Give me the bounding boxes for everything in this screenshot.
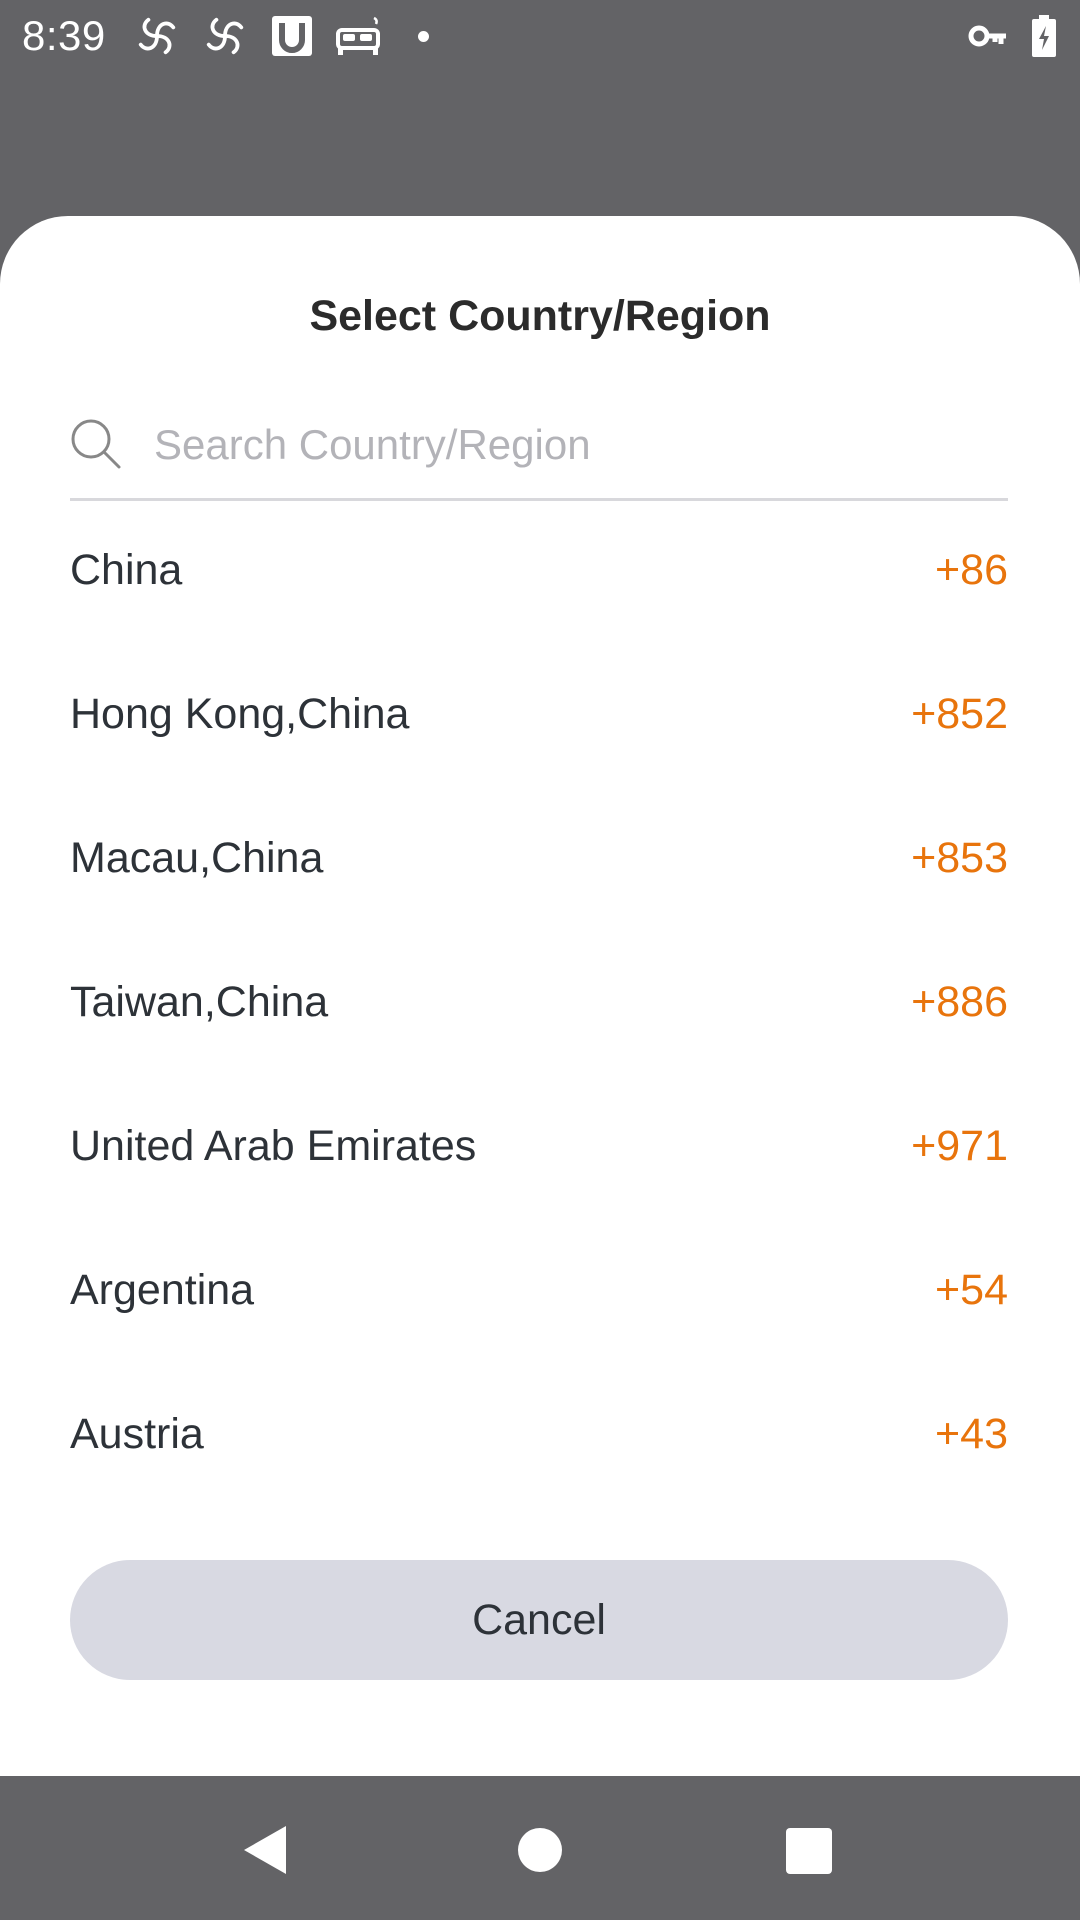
- u-box-icon: [272, 16, 312, 56]
- country-picker-sheet: Select Country/Region China +86 Hong Kon…: [0, 216, 1080, 1776]
- dialog-title: Select Country/Region: [309, 292, 771, 340]
- pinwheel-icon: [206, 17, 244, 55]
- recents-icon[interactable]: [786, 1828, 832, 1874]
- pinwheel-icon: [138, 17, 176, 55]
- country-name: United Arab Emirates: [70, 1122, 477, 1170]
- country-row[interactable]: Austria +43: [70, 1366, 1008, 1510]
- status-bar: 8:39: [0, 0, 1080, 72]
- country-code: +853: [911, 834, 1008, 882]
- country-row[interactable]: China +86: [70, 502, 1008, 646]
- country-name: Austria: [70, 1410, 204, 1458]
- country-code: +54: [935, 1266, 1008, 1314]
- country-row[interactable]: Hong Kong,China +852: [70, 646, 1008, 790]
- back-icon[interactable]: [240, 1824, 290, 1876]
- country-name: Hong Kong,China: [70, 690, 410, 738]
- country-code: +852: [911, 690, 1008, 738]
- country-list: China +86 Hong Kong,China +852 Macau,Chi…: [70, 502, 1008, 1510]
- dot-icon: [418, 31, 429, 42]
- country-row[interactable]: Macau,China +853: [70, 790, 1008, 934]
- bed-icon: [336, 16, 380, 55]
- search-input[interactable]: [154, 410, 994, 480]
- country-code: +86: [935, 546, 1008, 594]
- country-code: +43: [935, 1410, 1008, 1458]
- search-icon: [71, 419, 121, 469]
- status-time: 8:39: [22, 12, 106, 59]
- cancel-button[interactable]: Cancel: [70, 1560, 1008, 1680]
- battery-charging-icon: [1032, 15, 1056, 57]
- country-row[interactable]: Taiwan,China +886: [70, 934, 1008, 1078]
- vpn-key-icon: [968, 25, 1006, 47]
- country-row[interactable]: Argentina +54: [70, 1222, 1008, 1366]
- country-code: +886: [911, 978, 1008, 1026]
- country-name: Taiwan,China: [70, 978, 329, 1026]
- search-bar: [70, 404, 1008, 501]
- country-row[interactable]: United Arab Emirates +971: [70, 1078, 1008, 1222]
- country-name: Argentina: [70, 1266, 255, 1314]
- country-name: Macau,China: [70, 834, 324, 882]
- navigation-bar: [0, 1776, 1080, 1920]
- home-icon[interactable]: [518, 1828, 562, 1872]
- country-code: +971: [911, 1122, 1008, 1170]
- country-name: China: [70, 546, 183, 594]
